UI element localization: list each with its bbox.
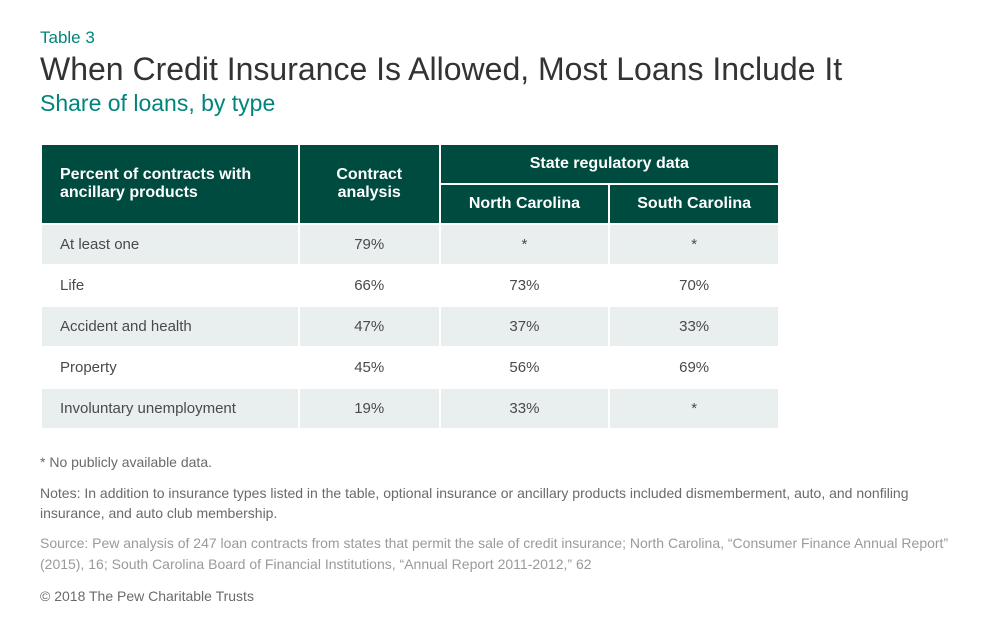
cell-value: 33% (441, 389, 609, 428)
footnote-source: Source: Pew analysis of 247 loan contrac… (40, 533, 950, 574)
cell-value: * (610, 225, 778, 264)
cell-value: 70% (610, 266, 778, 305)
row-label: At least one (42, 225, 298, 264)
col-header-nc: North Carolina (441, 185, 609, 223)
copyright: © 2018 The Pew Charitable Trusts (40, 588, 950, 604)
cell-value: 19% (300, 389, 439, 428)
row-label: Property (42, 348, 298, 387)
col-header-contract: Contract analysis (300, 145, 439, 223)
row-label: Life (42, 266, 298, 305)
table-row: Property 45% 56% 69% (42, 348, 778, 387)
col-header-group-state: State regulatory data (441, 145, 778, 183)
table-number: Table 3 (40, 28, 950, 48)
footnotes: * No publicly available data. Notes: In … (40, 452, 950, 573)
row-label: Accident and health (42, 307, 298, 346)
table-row: Accident and health 47% 37% 33% (42, 307, 778, 346)
col-header-sc: South Carolina (610, 185, 778, 223)
row-label: Involuntary unemployment (42, 389, 298, 428)
cell-value: 33% (610, 307, 778, 346)
cell-value: * (441, 225, 609, 264)
cell-value: 47% (300, 307, 439, 346)
cell-value: 45% (300, 348, 439, 387)
cell-value: 66% (300, 266, 439, 305)
cell-value: 56% (441, 348, 609, 387)
table-row: Involuntary unemployment 19% 33% * (42, 389, 778, 428)
table-row: At least one 79% * * (42, 225, 778, 264)
col-header-products: Percent of contracts with ancillary prod… (42, 145, 298, 223)
cell-value: 69% (610, 348, 778, 387)
cell-value: 73% (441, 266, 609, 305)
page-title: When Credit Insurance Is Allowed, Most L… (40, 50, 950, 88)
data-table: Percent of contracts with ancillary prod… (40, 143, 780, 430)
cell-value: * (610, 389, 778, 428)
footnote-notes: Notes: In addition to insurance types li… (40, 483, 950, 524)
cell-value: 37% (441, 307, 609, 346)
footnote-asterisk: * No publicly available data. (40, 452, 950, 472)
table-row: Life 66% 73% 70% (42, 266, 778, 305)
cell-value: 79% (300, 225, 439, 264)
page-subtitle: Share of loans, by type (40, 90, 950, 117)
